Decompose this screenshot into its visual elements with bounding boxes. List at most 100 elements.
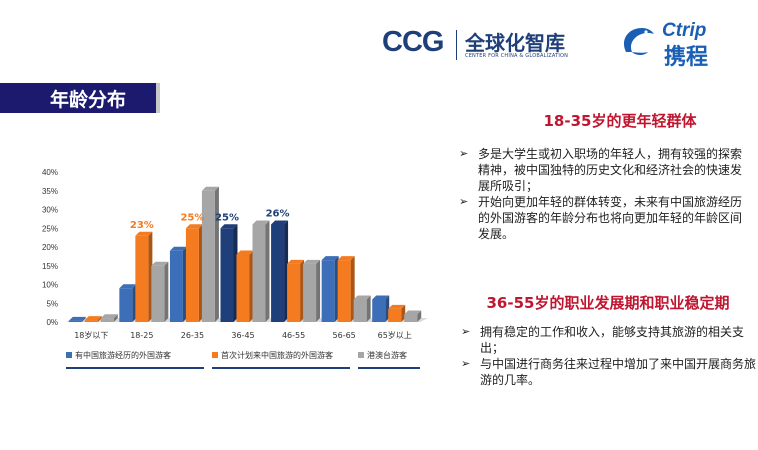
- chart-bar: [236, 254, 250, 322]
- bar-side: [316, 259, 321, 322]
- chart-bar: [388, 308, 402, 322]
- bar-side: [366, 295, 371, 322]
- bar-top: [100, 314, 118, 319]
- logo-divider: [456, 30, 457, 60]
- chart-bar: [169, 250, 183, 322]
- bar-top: [119, 284, 137, 289]
- bar-top: [388, 304, 406, 309]
- chart-bar: [372, 299, 386, 322]
- bar-top: [353, 295, 371, 300]
- ccg-logo-chinese: 全球化智库: [465, 31, 565, 55]
- arrow-bullet-icon: ➢: [459, 147, 469, 160]
- heading-career-group: 36-55岁的职业发展期和职业稳定期: [486, 294, 730, 312]
- chart-bar: [135, 235, 149, 322]
- career-group-bullets: ➢ 拥有稳定的工作和收入，能够支持其旅游的相关支出； ➢ 与中国进行商务往来过程中增…: [458, 324, 758, 388]
- bar-top: [372, 295, 390, 300]
- chart-bar: [353, 299, 367, 322]
- bar-top: [201, 186, 219, 191]
- legend-swatch: [358, 352, 364, 358]
- list-item: ➢ 与中国进行商务往来过程中增加了来中国开展商务旅游的几率。: [458, 356, 758, 388]
- bar-side: [265, 220, 270, 322]
- dolphin-icon: [623, 28, 654, 55]
- chart-bar: [185, 228, 199, 322]
- arrow-bullet-icon: ➢: [461, 325, 471, 338]
- bar-top: [252, 220, 270, 225]
- bar-side: [214, 186, 219, 322]
- bullet-text: 与中国进行商务往来过程中增加了来中国开展商务旅游的几率。: [480, 357, 757, 387]
- chart-bar: [201, 190, 215, 322]
- legend-label: 港澳台游客: [367, 350, 407, 360]
- y-tick-label: 30%: [42, 206, 58, 215]
- legend-swatch: [212, 352, 218, 358]
- chart-bar: [404, 314, 418, 322]
- chart-bar: [100, 318, 114, 322]
- bar-top: [236, 250, 254, 255]
- y-tick-label: 25%: [42, 224, 58, 233]
- chart-bar: [220, 228, 234, 322]
- section-banner: [0, 83, 156, 113]
- x-tick-label: 26-35: [181, 331, 204, 340]
- bar-side: [164, 261, 169, 322]
- bullet-text: 拥有稳定的工作和收入，能够支持其旅游的相关支出；: [480, 325, 745, 355]
- x-tick-label: 46-55: [282, 331, 305, 340]
- x-tick-label: 18-25: [130, 331, 153, 340]
- chart-bar: [252, 224, 266, 322]
- bar-top: [151, 261, 169, 266]
- data-label: 26%: [266, 209, 290, 220]
- chart-bar: [271, 224, 285, 322]
- x-tick-label: 36-45: [231, 331, 254, 340]
- bar-side: [417, 310, 422, 322]
- y-tick-label: 15%: [42, 262, 58, 271]
- y-tick-label: 35%: [42, 187, 58, 196]
- bar-side: [97, 316, 102, 322]
- bar-top: [303, 259, 321, 264]
- arrow-bullet-icon: ➢: [461, 357, 471, 370]
- y-tick-label: 10%: [42, 281, 58, 290]
- chart-bar: [337, 260, 351, 322]
- heading-young-group: 18-35岁的更年轻群体: [543, 112, 697, 130]
- list-item: ➢ 多是大学生或初入职场的年轻人，拥有较强的探索精神，被中国独特的历史文化和经济社…: [456, 146, 748, 194]
- arrow-bullet-icon: ➢: [459, 195, 469, 208]
- bar-top: [321, 256, 339, 261]
- bar-top: [135, 231, 153, 236]
- list-item: ➢ 拥有稳定的工作和收入，能够支持其旅游的相关支出；: [458, 324, 758, 356]
- x-tick-label: 18岁以下: [74, 330, 108, 340]
- x-tick-label: 56-65: [333, 331, 356, 340]
- bar-top: [220, 224, 238, 229]
- y-tick-label: 0%: [46, 318, 58, 327]
- bullet-text: 开始向更加年轻的群体转变，未来有中国旅游经历的外国游客的年龄分布也将向更加年轻的…: [478, 195, 743, 241]
- data-label: 23%: [130, 220, 154, 231]
- chart-bar: [119, 288, 133, 322]
- bullet-text: 多是大学生或初入职场的年轻人，拥有较强的探索精神，被中国独特的历史文化和经济社会…: [478, 147, 743, 193]
- data-label: 25%: [215, 212, 239, 223]
- bar-top: [84, 316, 102, 321]
- bar-top: [287, 259, 305, 264]
- y-tick-label: 20%: [42, 243, 58, 252]
- young-group-bullets: ➢ 多是大学生或初入职场的年轻人，拥有较强的探索精神，被中国独特的历史文化和经济社…: [456, 146, 748, 242]
- list-item: ➢ 开始向更加年轻的群体转变，未来有中国旅游经历的外国游客的年龄分布也将向更加年轻…: [456, 194, 748, 242]
- bar-top: [185, 224, 203, 229]
- legend-label: 有中国旅游经历的外国游客: [75, 350, 171, 360]
- ctrip-logo-chinese: 携程: [664, 45, 709, 70]
- bar-side: [113, 314, 118, 322]
- data-label: 25%: [180, 212, 204, 223]
- y-tick-label: 40%: [42, 168, 58, 177]
- bar-top: [68, 316, 86, 321]
- legend-label: 首次计划来中国旅游的外国游客: [221, 350, 333, 360]
- ccg-logo-subtitle: CENTER FOR CHINA & GLOBALIZATION: [465, 53, 569, 59]
- ccg-logo: CCG: [382, 26, 444, 58]
- bar-top: [337, 256, 355, 261]
- bar-side: [81, 316, 86, 322]
- chart-bar: [303, 263, 317, 322]
- legend-swatch: [66, 352, 72, 358]
- chart-bar: [151, 265, 165, 322]
- bar-top: [404, 310, 422, 315]
- x-tick-label: 65岁以上: [378, 330, 412, 340]
- bar-top: [169, 246, 187, 251]
- chart-bar: [321, 260, 335, 322]
- ctrip-logo: Ctrip: [662, 20, 707, 41]
- section-title: 年龄分布: [50, 89, 127, 111]
- y-tick-label: 5%: [46, 299, 58, 308]
- bar-top: [271, 220, 289, 225]
